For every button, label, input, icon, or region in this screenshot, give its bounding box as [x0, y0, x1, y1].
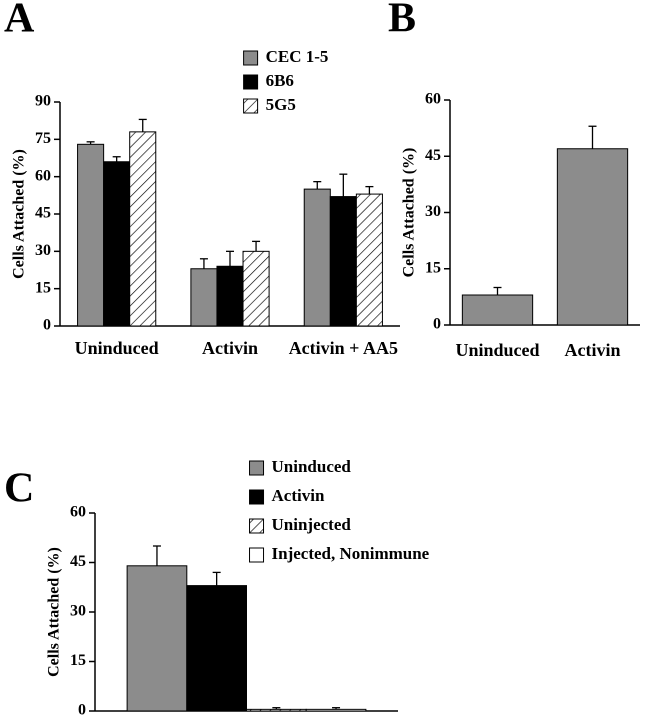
- y-tick-label: 30: [70, 603, 86, 620]
- bar: [461, 294, 534, 326]
- y-axis-title: Cells Attached (%): [46, 547, 63, 677]
- bar: [103, 161, 131, 327]
- legend-swatch: [243, 74, 259, 90]
- x-tick-label: Uninduced: [75, 338, 159, 358]
- y-tick-label: 15: [70, 652, 86, 669]
- bar: [186, 585, 248, 712]
- y-tick-label: 0: [433, 316, 441, 333]
- y-tick-label: 0: [43, 317, 51, 334]
- legend-label: Uninduced: [272, 457, 352, 476]
- legend-swatch: [249, 518, 265, 534]
- legend-label: 5G5: [266, 95, 296, 114]
- panel-label: B: [388, 0, 416, 42]
- y-tick-label: 75: [35, 130, 51, 147]
- legend-swatch: [249, 489, 265, 505]
- y-tick-label: 45: [425, 147, 441, 164]
- y-axis-title: Cells Attached (%): [401, 148, 418, 278]
- x-tick-label: Uninduced: [455, 340, 539, 360]
- y-tick-label: 90: [35, 93, 51, 110]
- bar: [216, 265, 244, 327]
- y-tick-label: 30: [425, 203, 441, 220]
- panel-label: A: [4, 0, 35, 42]
- y-tick-label: 60: [70, 504, 86, 521]
- bar: [556, 148, 629, 326]
- y-tick-label: 15: [35, 279, 51, 296]
- y-tick-label: 60: [35, 167, 51, 184]
- y-tick-label: 0: [78, 702, 86, 719]
- y-tick-label: 45: [35, 205, 51, 222]
- y-axis-title: Cells Attached (%): [11, 149, 28, 279]
- y-tick-label: 15: [425, 259, 441, 276]
- bar: [190, 268, 218, 327]
- bar: [126, 565, 188, 712]
- bar: [305, 708, 367, 712]
- bar: [242, 250, 270, 327]
- legend-swatch: [243, 98, 259, 114]
- bar: [329, 196, 357, 327]
- x-tick-label: Activin: [565, 340, 621, 360]
- legend-label: CEC 1-5: [266, 47, 329, 66]
- panel-label: C: [4, 466, 34, 512]
- bar: [129, 131, 157, 327]
- x-tick-label: Activin: [202, 338, 258, 358]
- y-tick-label: 60: [425, 91, 441, 108]
- legend-swatch: [243, 50, 259, 66]
- y-tick-label: 45: [70, 553, 86, 570]
- x-tick-label: Activin + AA5: [289, 338, 398, 358]
- bar: [77, 143, 105, 327]
- legend-swatch: [249, 547, 265, 563]
- bar: [355, 193, 383, 327]
- y-tick-label: 30: [35, 242, 51, 259]
- legend-label: 6B6: [266, 71, 294, 90]
- bar: [303, 188, 331, 327]
- legend-label: Uninjected: [272, 515, 352, 534]
- legend-label: Injected, Nonimmune: [272, 544, 430, 563]
- bar: [246, 708, 307, 712]
- legend-label: Activin: [272, 486, 325, 505]
- legend-swatch: [249, 460, 265, 476]
